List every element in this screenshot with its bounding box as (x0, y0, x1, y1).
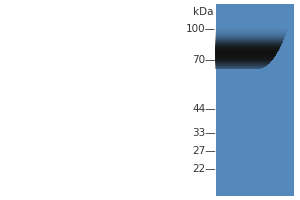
Text: 27—: 27— (192, 146, 216, 156)
Bar (214, 35, 285, 36)
Bar (214, 67, 263, 68)
Text: 22—: 22— (192, 164, 216, 174)
Bar (214, 65, 267, 66)
Bar (214, 65, 267, 66)
Bar (214, 66, 265, 67)
Bar (214, 32, 286, 33)
Bar (214, 44, 282, 45)
Bar (214, 34, 286, 35)
Text: 44—: 44— (192, 104, 216, 114)
Bar (214, 42, 282, 43)
Bar (214, 46, 280, 47)
Bar (214, 58, 273, 59)
Bar (214, 45, 281, 46)
Bar (214, 41, 283, 42)
Bar (214, 50, 278, 51)
Bar (214, 42, 283, 43)
Bar (214, 54, 276, 55)
Bar (214, 43, 282, 44)
Text: kDa: kDa (194, 7, 214, 17)
Bar (214, 53, 277, 54)
Bar (216, 4, 294, 196)
Bar (214, 30, 287, 31)
Bar (214, 39, 284, 40)
Bar (214, 67, 264, 68)
Bar (214, 48, 279, 49)
Bar (214, 64, 268, 65)
Bar (214, 57, 274, 58)
Bar (214, 30, 287, 31)
Bar (214, 55, 275, 56)
Bar (214, 37, 284, 38)
Bar (214, 56, 275, 57)
Text: 100—: 100— (186, 24, 216, 34)
Bar (214, 37, 285, 38)
Bar (214, 59, 273, 60)
Bar (214, 62, 270, 63)
Bar (214, 35, 286, 36)
Text: 33—: 33— (192, 128, 216, 138)
Bar (214, 60, 272, 61)
Bar (214, 57, 274, 58)
Text: 70—: 70— (193, 55, 216, 65)
Bar (214, 44, 281, 45)
Bar (214, 47, 280, 48)
Bar (214, 41, 283, 42)
Bar (214, 51, 278, 52)
Bar (214, 36, 285, 37)
Bar (214, 43, 282, 44)
Bar (214, 63, 269, 64)
Bar (214, 33, 286, 34)
Bar (214, 29, 288, 30)
Bar (214, 63, 269, 64)
Bar (214, 40, 283, 41)
Bar (214, 49, 279, 50)
Bar (214, 38, 284, 39)
Bar (214, 61, 271, 62)
Bar (214, 61, 271, 62)
Bar (214, 39, 284, 40)
Bar (214, 31, 287, 32)
Bar (214, 52, 277, 53)
Bar (214, 59, 272, 60)
Bar (214, 45, 281, 46)
Bar (214, 68, 259, 69)
